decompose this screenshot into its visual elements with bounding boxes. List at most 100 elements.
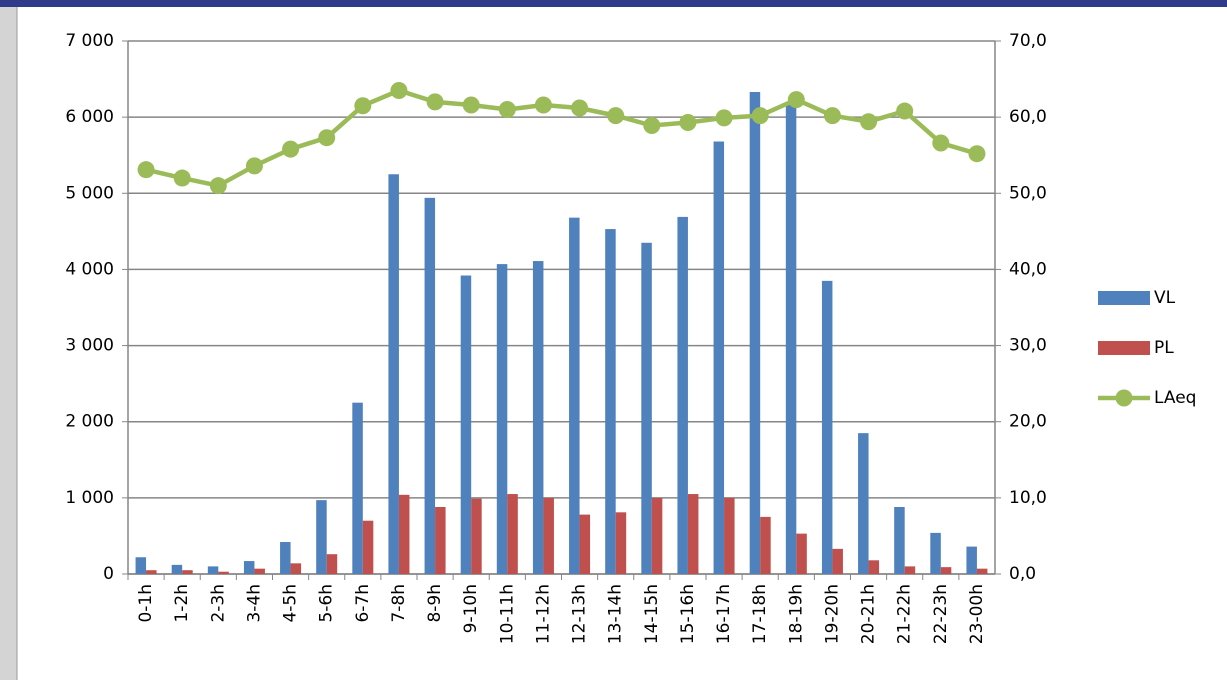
x-tick-label: 0-1h [136,584,156,623]
x-tick-label: 17-18h [750,584,770,644]
bar [904,566,916,574]
y2-tick-label: 40,0 [1009,259,1047,279]
bar [858,433,869,574]
bar [424,197,436,574]
bar [218,571,229,574]
bar [579,514,591,574]
y-tick-label: 6 000 [65,107,114,127]
bar [605,229,616,574]
bar [868,560,880,574]
window-bar [0,0,1227,7]
y-tick-label: 7 000 [65,31,114,51]
y2-tick-label: 0,0 [1009,564,1036,584]
bar [135,557,147,574]
bar [615,512,627,574]
x-tick-label: 10-11h [497,584,517,644]
x-tick-label: 2-3h [208,584,228,623]
marker [137,161,155,179]
x-tick-label: 16-17h [714,584,734,644]
marker [571,99,589,117]
y-tick-label: 0 [103,564,114,584]
bar [543,497,554,574]
y2-tick-label: 60,0 [1009,107,1047,127]
marker [173,169,191,187]
marker [209,177,227,195]
y-tick-label: 2 000 [65,412,114,432]
x-tick-label: 3-4h [244,584,264,623]
x-tick-label: 19-20h [822,584,842,644]
marker [679,113,697,131]
bar [760,516,771,574]
bar [507,494,518,574]
x-tick-label: 5-6h [317,584,337,623]
x-tick-label: 12-13h [570,584,590,644]
y-tick-label: 4 000 [65,259,114,279]
y2-tick-label: 30,0 [1009,336,1047,356]
marker [534,96,552,114]
bar [146,570,157,574]
marker [498,101,516,119]
legend-label: LAeq [1154,388,1196,408]
marker [932,134,950,152]
bar [651,497,663,574]
x-tick-label: 13-14h [606,584,626,644]
x-tick-label: 14-15h [642,584,662,644]
x-tick-label: 8-9h [425,584,445,623]
marker [607,107,625,125]
x-tick-label: 23-00h [967,584,987,644]
marker [751,107,769,125]
x-tick-label: 6-7h [353,584,373,623]
bar [388,174,399,574]
bar [713,141,725,574]
marker [245,157,263,175]
bar [182,570,193,574]
line [145,88,978,189]
bar [687,494,699,574]
bar [569,217,580,574]
marker [860,113,878,131]
bar [724,497,735,574]
x-tick-label: 15-16h [678,584,698,644]
x-tick-label: 11-12h [533,584,553,644]
y-tick-label: 1 000 [65,488,114,508]
bar [280,542,291,574]
marker [787,91,805,109]
y2-tick-label: 20,0 [1009,412,1047,432]
legend-label: PL [1154,338,1174,358]
bar [641,242,652,574]
bar [677,216,688,574]
legend-label: VL [1154,288,1176,308]
marker [715,109,733,127]
left-strip [0,7,17,680]
bar [940,567,952,574]
y-tick-label: 5 000 [65,183,114,203]
x-tick-label: 18-19h [786,584,806,644]
bar [290,563,302,574]
x-tick-label: 20-21h [859,584,879,644]
x-tick-label: 22-23h [931,584,951,644]
bar [362,520,374,574]
bar [894,506,905,574]
marker [282,140,300,158]
legend-swatch [1098,291,1150,305]
bar [930,532,941,574]
marker [354,97,372,115]
legend-marker [1115,389,1133,407]
y2-tick-label: 10,0 [1009,488,1047,508]
bar [398,494,410,574]
bar [471,498,482,574]
marker [968,145,986,163]
bar [496,264,508,574]
marker [823,107,841,125]
bar [243,561,255,574]
bar [976,568,988,574]
bar [785,101,797,575]
y2-tick-label: 50,0 [1009,183,1047,203]
legend-swatch [1098,341,1150,355]
marker [462,96,480,114]
bar [435,506,446,574]
bar [352,402,363,574]
x-tick-label: 21-22h [895,584,915,644]
marker [318,129,336,147]
x-tick-label: 7-8h [389,584,409,623]
